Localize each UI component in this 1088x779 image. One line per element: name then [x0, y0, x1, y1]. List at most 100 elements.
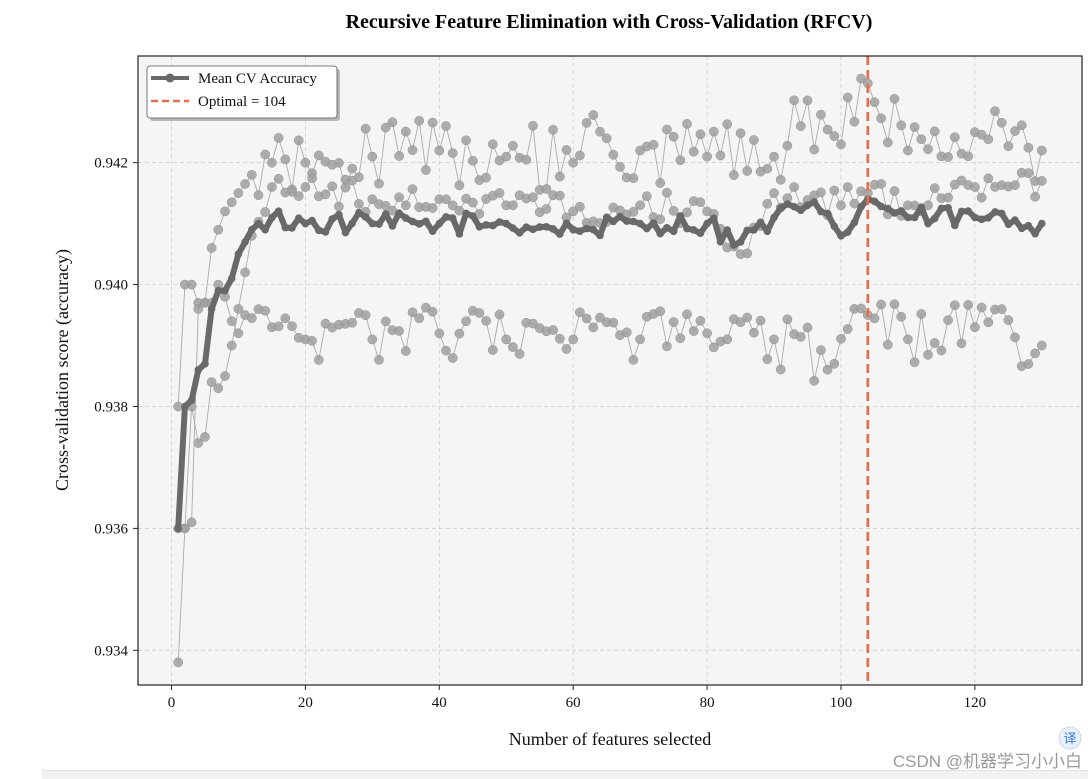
bottom-strip [42, 770, 1088, 779]
fold-point [414, 313, 425, 324]
x-tick-label: 60 [566, 695, 581, 711]
mean-point [589, 225, 598, 234]
mean-point [542, 223, 551, 231]
mean-point [669, 227, 678, 236]
axis-ticks: 0 20 40 60 80 100 120 0.934 0.936 0.938 0.940 0.942 [94, 156, 986, 711]
fold-point [708, 342, 719, 353]
fold-point [481, 172, 491, 183]
fold-point [1036, 145, 1047, 156]
fold-point [976, 302, 987, 313]
fold-point [735, 317, 746, 328]
fold-point [896, 120, 907, 131]
fold-point [394, 151, 404, 161]
mean-point [951, 221, 959, 230]
fold-point [762, 198, 773, 209]
mean-point [489, 221, 497, 230]
mean-point [656, 229, 664, 238]
fold-point [769, 188, 779, 198]
fold-point [675, 333, 686, 344]
fold-point [287, 321, 297, 332]
fold-point [267, 157, 277, 168]
mean-point [462, 209, 470, 218]
legend: Mean CV Accuracy Optimal = 104 [146, 65, 340, 121]
fold-point [970, 182, 980, 192]
mean-point [790, 202, 798, 211]
fold-point [554, 333, 565, 344]
fold-point [307, 173, 317, 184]
mean-point [556, 230, 564, 238]
fold-point [226, 197, 237, 208]
fold-point [1023, 168, 1034, 178]
fold-point [394, 192, 404, 203]
fold-point [447, 353, 458, 363]
fold-point [842, 182, 853, 192]
fold-point [983, 317, 994, 328]
y-tick-label: 0.936 [94, 521, 128, 537]
fold-point [1010, 180, 1020, 190]
mean-point [683, 224, 691, 233]
mean-point [435, 219, 444, 228]
fold-point [441, 345, 451, 356]
fold-point [695, 129, 706, 140]
fold-point [621, 327, 632, 338]
mean-point [335, 210, 343, 219]
fold-point [447, 148, 458, 158]
fold-point [983, 173, 994, 184]
fold-point [206, 377, 217, 387]
mean-point [181, 402, 189, 411]
fold-point [427, 203, 438, 213]
fold-point [889, 94, 900, 104]
mean-point [830, 222, 839, 231]
mean-point [395, 209, 403, 217]
fold-point [367, 334, 378, 345]
fold-point [996, 304, 1007, 314]
fold-point [842, 324, 853, 334]
mean-point [381, 210, 390, 218]
fold-point [735, 128, 746, 139]
mean-point [234, 250, 243, 258]
mean-point [770, 213, 778, 222]
fold-point [802, 95, 813, 106]
fold-point [467, 197, 478, 208]
fold-point [313, 355, 324, 365]
fold-point [682, 119, 692, 129]
fold-point [641, 191, 652, 202]
mean-point [509, 224, 517, 232]
fold-point [206, 243, 217, 253]
mean-point [1011, 216, 1019, 224]
mean-point [991, 208, 999, 216]
fold-point [882, 137, 893, 148]
mean-point [977, 215, 986, 224]
fold-point [789, 182, 799, 192]
fold-point [976, 129, 987, 140]
mean-point [710, 214, 718, 222]
fold-point [213, 383, 224, 394]
mean-point [442, 213, 450, 221]
mean-point [348, 219, 357, 228]
fold-point [233, 304, 244, 314]
mean-point [1024, 221, 1033, 230]
fold-point [635, 334, 645, 345]
fold-point [407, 184, 418, 194]
x-tick-label: 40 [432, 695, 447, 711]
fold-point [929, 338, 940, 348]
legend-mean-marker [165, 73, 175, 83]
mean-point [810, 198, 818, 206]
fold-point [668, 206, 679, 216]
mean-point [315, 226, 323, 235]
x-tick-label: 80 [700, 695, 715, 711]
fold-point [213, 224, 224, 235]
mean-point [763, 227, 772, 236]
fold-point [300, 157, 311, 168]
fold-point [454, 180, 465, 191]
fold-point [702, 328, 712, 339]
fold-point [795, 121, 806, 131]
fold-point [983, 134, 994, 145]
fold-point [722, 119, 733, 130]
fold-point [1016, 120, 1027, 131]
mean-point [750, 226, 758, 234]
fold-point [267, 182, 277, 192]
fold-point [360, 123, 371, 134]
fold-point [662, 187, 672, 198]
fold-point [869, 313, 880, 324]
